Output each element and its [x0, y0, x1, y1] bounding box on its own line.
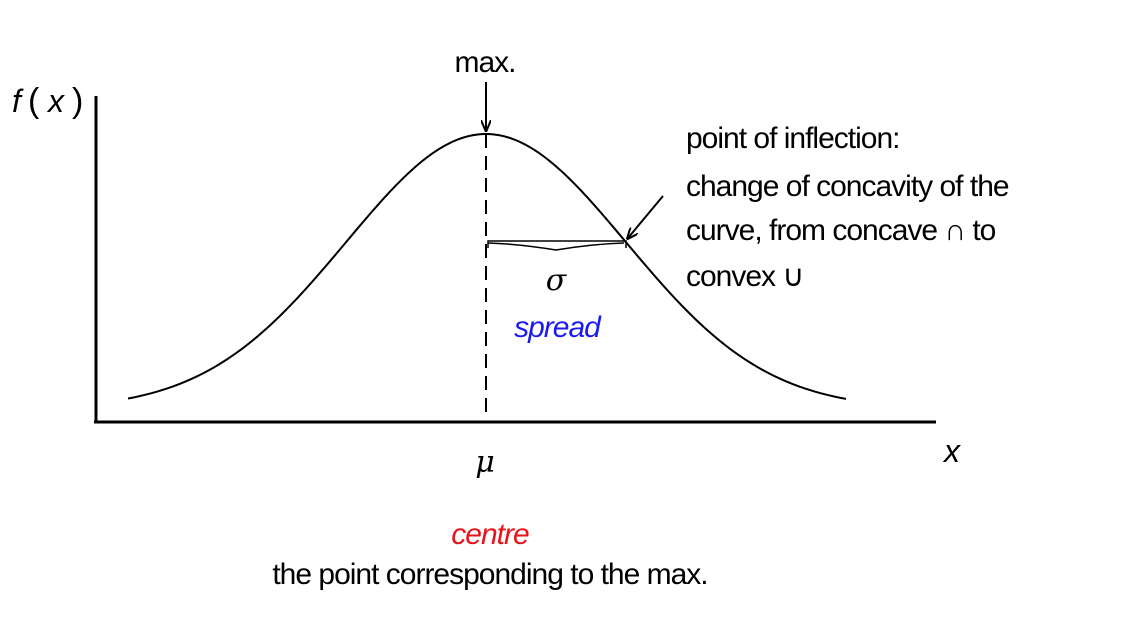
max-label: max. [454, 46, 515, 79]
inflection-arrow [628, 195, 664, 238]
centre-label: centre [451, 518, 529, 551]
y-axis-paren-open: ( [28, 82, 40, 120]
y-axis-paren-close: ) [72, 82, 83, 120]
inflection-line-4: convex ∪ [686, 260, 803, 293]
inflection-annotation: point of inflection: change of concavity… [686, 122, 1010, 293]
inflection-line-2: change of concavity of the [686, 170, 1009, 203]
x-axis-label: x [942, 433, 961, 469]
y-axis-func: f [12, 83, 24, 119]
sigma-brace [487, 240, 627, 251]
sigma-symbol: σ [546, 263, 568, 298]
spread-label: spread [514, 311, 602, 344]
y-axis-arg: x [46, 83, 65, 119]
y-axis-label: f ( x ) [12, 82, 83, 120]
mean-symbol: μ [475, 445, 495, 480]
centre-description: the point corresponding to the max. [272, 558, 708, 591]
inflection-line-3: curve, from concave ∩ to [686, 214, 996, 247]
inflection-line-1: point of inflection: [686, 122, 899, 155]
